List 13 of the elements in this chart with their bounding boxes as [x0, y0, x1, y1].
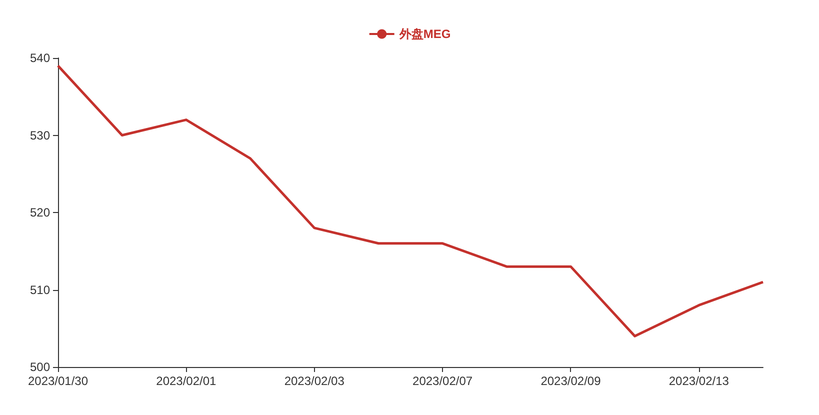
legend-label: 外盘MEG — [398, 27, 451, 41]
y-tick-label: 530 — [30, 128, 50, 142]
x-tick-label: 2023/02/09 — [540, 374, 602, 388]
x-tick-label: 2023/02/03 — [284, 374, 345, 388]
x-tick-label: 2023/01/30 — [28, 374, 88, 388]
x-tick-label: 2023/02/07 — [412, 374, 473, 388]
y-tick-label: 540 — [30, 51, 50, 65]
y-tick-label: 520 — [30, 206, 50, 220]
y-tick-label: 500 — [30, 360, 50, 374]
line-series — [56, 64, 764, 338]
x-tick-label: 2023/02/01 — [156, 374, 217, 388]
x-tick-label: 2023/02/13 — [668, 374, 730, 388]
y-tick-label: 510 — [30, 282, 50, 297]
